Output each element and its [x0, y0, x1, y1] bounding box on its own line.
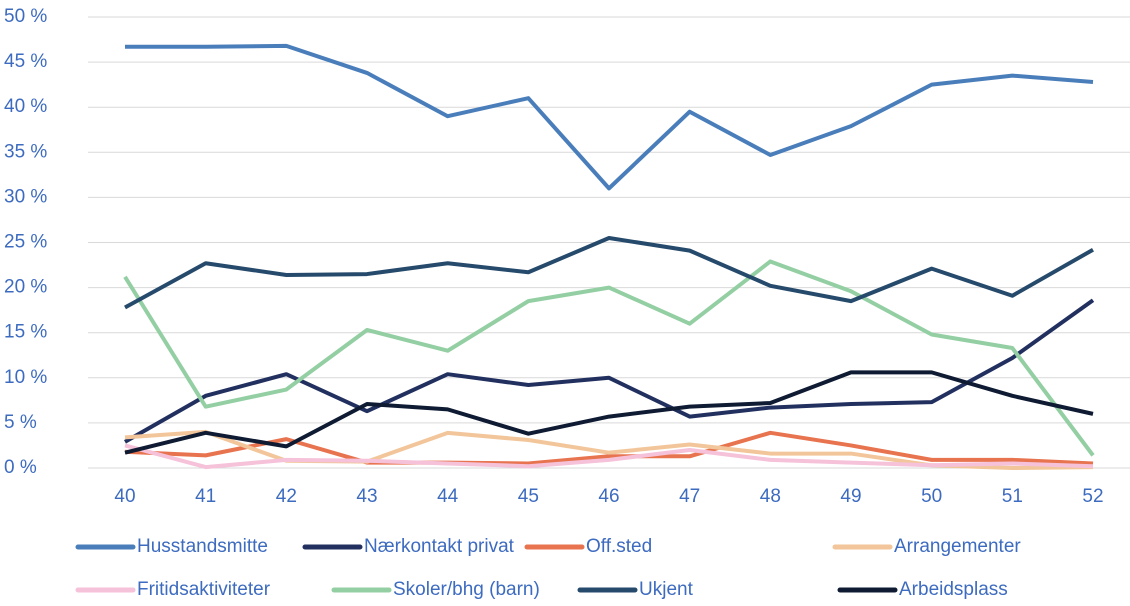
- series-line: [124, 443, 1094, 470]
- x-tick-label: 47: [679, 486, 700, 507]
- y-tick-label: 15 %: [4, 322, 47, 343]
- legend-label: Husstandsmitte: [137, 536, 268, 557]
- x-tick-label: 45: [518, 486, 539, 507]
- x-tick-label: 48: [760, 486, 781, 507]
- x-tick-label: 50: [921, 486, 942, 507]
- x-tick-label: 49: [840, 486, 861, 507]
- x-tick-label: 46: [598, 486, 619, 507]
- series-line: [124, 235, 1094, 310]
- x-tick-label: 43: [356, 486, 377, 507]
- x-tick-label: 42: [276, 486, 297, 507]
- y-tick-label: 5 %: [4, 412, 37, 433]
- y-tick-label: 50 %: [4, 6, 47, 27]
- series-line: [125, 43, 1094, 191]
- y-tick-label: 0 %: [4, 457, 37, 478]
- x-tick-label: 51: [1002, 486, 1023, 507]
- series-line: [124, 370, 1094, 455]
- series-line: [124, 430, 1094, 466]
- y-tick-label: 20 %: [4, 277, 47, 298]
- x-tick-label: 44: [437, 486, 459, 507]
- series-line: [124, 298, 1095, 444]
- legend-label: Skoler/bhg (barn): [393, 579, 540, 600]
- x-tick-label: 52: [1082, 486, 1103, 507]
- y-tick-label: 25 %: [4, 232, 47, 253]
- legend-label: Off.sted: [586, 536, 652, 557]
- legend-label: Fritidsaktiviteter: [137, 579, 271, 600]
- x-tick-label: 40: [114, 486, 135, 507]
- legend-label: Ukjent: [639, 579, 694, 600]
- y-tick-label: 30 %: [4, 186, 47, 207]
- x-tick-label: 41: [195, 486, 216, 507]
- legend-label: Arrangementer: [894, 536, 1021, 557]
- y-tick-label: 45 %: [4, 51, 47, 72]
- series-line: [123, 259, 1095, 457]
- legend-label: Nærkontakt privat: [364, 536, 515, 557]
- y-tick-label: 35 %: [4, 141, 47, 162]
- y-tick-label: 40 %: [4, 96, 47, 117]
- y-tick-label: 10 %: [4, 367, 47, 388]
- legend-label: Arbeidsplass: [899, 579, 1008, 600]
